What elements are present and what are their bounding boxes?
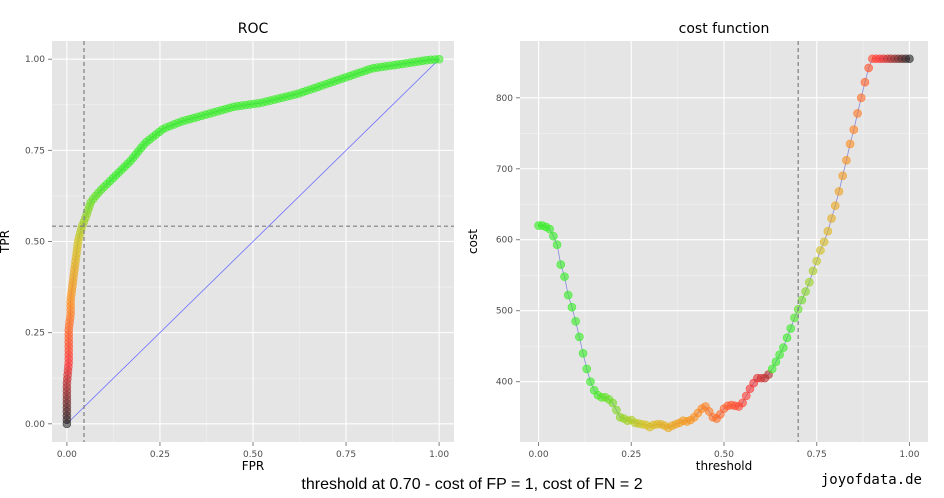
cost-point bbox=[905, 54, 914, 64]
figure-caption: threshold at 0.70 - cost of FP = 1, cost… bbox=[301, 476, 643, 493]
roc-point bbox=[434, 54, 444, 64]
cost-point bbox=[779, 343, 788, 352]
cost-point bbox=[571, 317, 580, 326]
y-tick-label: 500 bbox=[496, 307, 513, 317]
x-tick-label: 0.00 bbox=[57, 450, 77, 460]
cost-point bbox=[845, 139, 855, 149]
roc-points bbox=[62, 54, 444, 429]
y-tick-label: 600 bbox=[496, 236, 513, 246]
cost-point bbox=[864, 63, 873, 73]
cost-point bbox=[842, 155, 851, 165]
y-tick-label: 0.50 bbox=[25, 238, 45, 248]
y-tick-label: 1.00 bbox=[25, 55, 45, 65]
y-tick-label: 0.00 bbox=[25, 420, 45, 430]
x-tick-label: 1.00 bbox=[429, 450, 449, 460]
cost-points bbox=[534, 54, 914, 433]
roc-chart: 0.00 0.25 0.50 0.75 1.00 0.00 0.25 0.50 0.75 1.00… bbox=[0, 21, 454, 473]
cost-point bbox=[560, 272, 569, 281]
y-tick-label: 700 bbox=[496, 165, 513, 175]
cost-point bbox=[853, 109, 862, 118]
cost-point bbox=[782, 333, 792, 342]
cost-point bbox=[582, 364, 592, 374]
cost-point bbox=[612, 405, 621, 415]
cost-point bbox=[556, 260, 566, 269]
x-tick-label: 1.00 bbox=[899, 450, 919, 460]
cost-point bbox=[771, 357, 781, 367]
cost-point bbox=[738, 398, 747, 408]
cost-point bbox=[563, 290, 573, 300]
cost-point bbox=[805, 278, 814, 287]
cost-point bbox=[849, 125, 859, 135]
y-axis-label: TPR bbox=[0, 230, 12, 254]
cost-point bbox=[819, 237, 829, 247]
cost-point bbox=[827, 214, 836, 223]
cost-point bbox=[586, 377, 595, 386]
cost-point bbox=[797, 295, 807, 305]
cost-point bbox=[786, 324, 796, 333]
cost-point bbox=[790, 313, 799, 323]
cost-point bbox=[545, 224, 554, 234]
cost-point bbox=[816, 246, 825, 255]
x-tick-label: 0.25 bbox=[621, 450, 641, 460]
cost-point bbox=[830, 201, 840, 210]
cost-point bbox=[775, 350, 784, 360]
x-axis-label: threshold bbox=[696, 459, 753, 473]
cost-point bbox=[834, 187, 844, 196]
cost-point bbox=[575, 332, 584, 342]
cost-point bbox=[838, 171, 847, 181]
cost-point bbox=[567, 302, 577, 312]
cost-point bbox=[823, 226, 833, 236]
x-axis-label: FPR bbox=[242, 459, 264, 473]
diagonal-reference-line bbox=[66, 58, 440, 425]
x-tick-label: 0.25 bbox=[150, 450, 170, 460]
y-tick-label: 0.25 bbox=[25, 329, 45, 339]
cost-point bbox=[801, 287, 810, 296]
x-tick-label: 0.00 bbox=[529, 450, 549, 460]
cost-chart: 0.00 0.25 0.50 0.75 1.00 400 500 600 700 800 cost … bbox=[466, 21, 928, 473]
y-axis-label: cost bbox=[466, 229, 480, 254]
cost-point bbox=[812, 256, 822, 266]
chart-title: ROC bbox=[238, 21, 269, 37]
cost-point bbox=[608, 398, 618, 408]
cost-point bbox=[856, 93, 866, 103]
y-tick-label: 400 bbox=[496, 378, 513, 388]
x-tick-label: 0.50 bbox=[714, 450, 734, 460]
cost-point bbox=[808, 266, 818, 276]
brand-label: joyofdata.de bbox=[820, 472, 922, 488]
x-tick-label: 0.50 bbox=[243, 450, 263, 460]
cost-point bbox=[741, 391, 751, 401]
y-tick-label: 0.75 bbox=[25, 146, 45, 156]
cost-point bbox=[578, 348, 588, 358]
y-tick-label: 800 bbox=[496, 94, 513, 104]
cost-point bbox=[860, 77, 870, 87]
cost-point bbox=[767, 364, 777, 374]
x-tick-label: 0.75 bbox=[807, 450, 827, 460]
cost-point bbox=[552, 240, 562, 249]
x-tick-label: 0.75 bbox=[336, 450, 356, 460]
cost-point bbox=[549, 231, 558, 241]
chart-title: cost function bbox=[679, 21, 770, 37]
